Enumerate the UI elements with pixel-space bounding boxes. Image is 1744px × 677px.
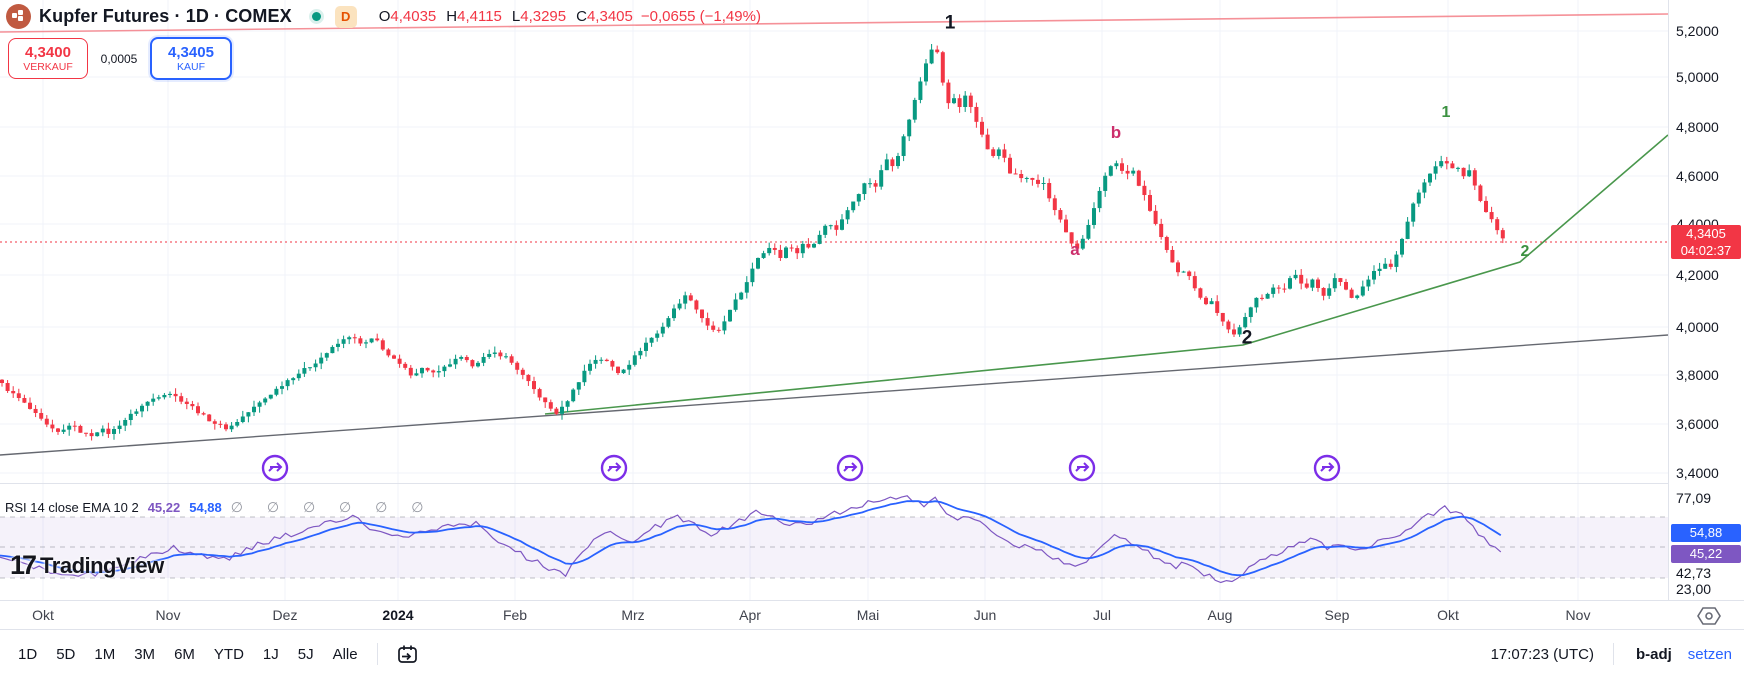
time-axis-label: Mrz [621,607,645,623]
price-axis-label: 4,8000 [1676,119,1719,135]
change-value: −0,0655 (−1,49%) [640,8,761,25]
rsi-axis-label: 23,00 [1676,581,1712,597]
rsi-ema-line [0,500,1502,577]
current-price-badge: 4,3405 04:02:37 [1671,225,1741,259]
contract-rollover-icon[interactable] [836,454,864,482]
price-axis-label: 4,6000 [1676,168,1719,184]
range-button-1m[interactable]: 1M [94,645,116,663]
time-axis-label: Dez [272,607,298,623]
buy-label: KAUF [176,61,205,74]
pane-separator[interactable] [0,483,1744,484]
range-button-alle[interactable]: Alle [332,645,358,663]
toolbar-divider-2 [1612,643,1614,665]
range-selector: 1D 5D 1M 3M 6M YTD 1J 5J Alle [0,642,358,667]
sell-label: VERKAUF [23,61,73,74]
time-axis-label: Apr [739,607,761,623]
range-button-1j[interactable]: 1J [262,645,279,663]
rsi-line [0,495,1502,584]
candles [0,44,1505,441]
elliott-wave-label[interactable]: a [1070,240,1080,259]
toolbar-right: 17:07:23 (UTC) b-adj setzen [1491,643,1744,665]
contract-rollover-icon[interactable] [600,454,628,482]
elliott-wave-label[interactable]: 1 [945,12,956,33]
elliott-wave-label[interactable]: 1 [1442,104,1451,121]
ohlc-h: H4,4115 [446,8,502,25]
support-lower-trendline[interactable] [0,334,1668,456]
tradingview-logo-icon: 17 [10,550,37,580]
sell-button[interactable]: 4,3400 VERKAUF [8,38,88,79]
go-to-date-button[interactable] [396,643,419,666]
clock-utc[interactable]: 17:07:23 (UTC) [1490,645,1594,663]
ohlc-values: O4,4035 H4,4115 L4,3295 C4,3405 [379,8,633,25]
time-axis-label: Aug [1207,607,1233,623]
countdown-timer: 04:02:37 [1680,243,1732,258]
price-axis-label: 3,8000 [1676,367,1719,383]
tradingview-logo-text: TradingView [40,552,164,578]
ohlc-c: C4,3405 [576,8,633,25]
chart-header: Kupfer Futures · 1D · COMEX D O4,4035 H4,… [6,4,761,29]
time-axis-label: Nov [155,607,181,623]
time-axis-label: Okt [1437,607,1459,623]
contract-rollover-icon[interactable] [1313,454,1341,482]
price-axis-label: 5,0000 [1676,69,1719,85]
elliott-wave-label[interactable]: b [1111,123,1121,142]
rsi-value-badge: 45,22 [1671,545,1741,563]
range-button-1d[interactable]: 1D [18,645,38,663]
time-axis-label: Feb [502,607,528,623]
rsi-axis-label: 42,73 [1676,565,1712,581]
time-axis-label: Sep [1324,607,1350,623]
hidden-plots-icons: ∅ ∅ ∅ ∅ ∅ ∅ [230,499,434,515]
tradingview-watermark: 17 TradingView [10,552,164,579]
symbol-logo-icon [6,4,31,29]
axis-settings-icon[interactable] [1694,604,1724,628]
sell-price: 4,3400 [25,43,71,61]
range-button-5d[interactable]: 5D [56,645,76,663]
set-link[interactable]: setzen [1687,645,1732,663]
time-axis-label: Nov [1565,607,1591,623]
symbol-title[interactable]: Kupfer Futures · 1D · COMEX [39,6,292,26]
interval-badge[interactable]: D [334,5,357,28]
ohlc-o: O4,4035 [378,8,437,25]
time-axis-label: Jun [973,607,997,623]
time-axis[interactable]: Okt Nov Dez 2024 Feb Mrz Apr Mai Jun Jul Aug Sep Okt… [0,600,1744,630]
price-axis-label: 3,6000 [1676,416,1719,432]
price-axis-label: 4,0000 [1676,319,1719,335]
price-axis-label: 5,2000 [1676,23,1719,39]
price-axis-label: 4,2000 [1676,267,1719,283]
wave-projection-trendline[interactable] [544,134,1668,415]
range-button-5j[interactable]: 5J [297,645,314,663]
range-button-ytd[interactable]: YTD [213,645,244,663]
order-panel: 4,3400 VERKAUF 0,0005 4,3405 KAUF [8,37,232,80]
range-button-6m[interactable]: 6M [174,645,195,663]
elliott-wave-label[interactable]: 2 [1521,243,1530,260]
market-status-dot-icon [311,12,321,21]
ohlc-l: L4,3295 [511,8,567,25]
contract-rollover-icon[interactable] [261,454,289,482]
buy-button[interactable]: 4,3405 KAUF [150,37,232,80]
toolbar-divider [376,643,378,665]
rsi-indicator-legend[interactable]: RSI 14 close EMA 10 2 45,22 54,88 ∅ ∅ ∅ … [5,499,433,516]
rsi-ema-value: 54,88 [189,500,222,515]
spread-value: 0,0005 [100,51,138,66]
rsi-value: 45,22 [147,500,181,515]
elliott-wave-label[interactable]: 2 [1242,327,1253,348]
time-axis-label: Okt [32,607,54,623]
range-button-3m[interactable]: 3M [134,645,156,663]
rsi-axis-label: 77,09 [1676,490,1712,506]
price-axis-label: 3,4000 [1676,465,1719,481]
rsi-value-badge: 54,88 [1671,524,1741,542]
time-axis-label: 2024 [382,607,414,623]
price-chart-canvas[interactable]: 1 a b 2 1 2 [0,0,1668,600]
time-axis-label: Jul [1093,607,1111,623]
rsi-title: RSI 14 close EMA 10 2 [5,500,139,515]
price-axis[interactable]: 5,2000 5,0000 4,8000 4,6000 4,4000 4,2000 4,00… [1668,0,1744,600]
bottom-toolbar: 1D 5D 1M 3M 6M YTD 1J 5J Alle 17:07:23 (UTC) b-a… [0,629,1744,677]
buy-price: 4,3405 [168,43,214,61]
resistance-upper-trendline[interactable] [0,13,1668,33]
contract-rollover-icon[interactable] [1068,454,1096,482]
adjustment-toggle[interactable]: b-adj [1635,645,1672,663]
time-axis-label: Mai [856,607,880,623]
